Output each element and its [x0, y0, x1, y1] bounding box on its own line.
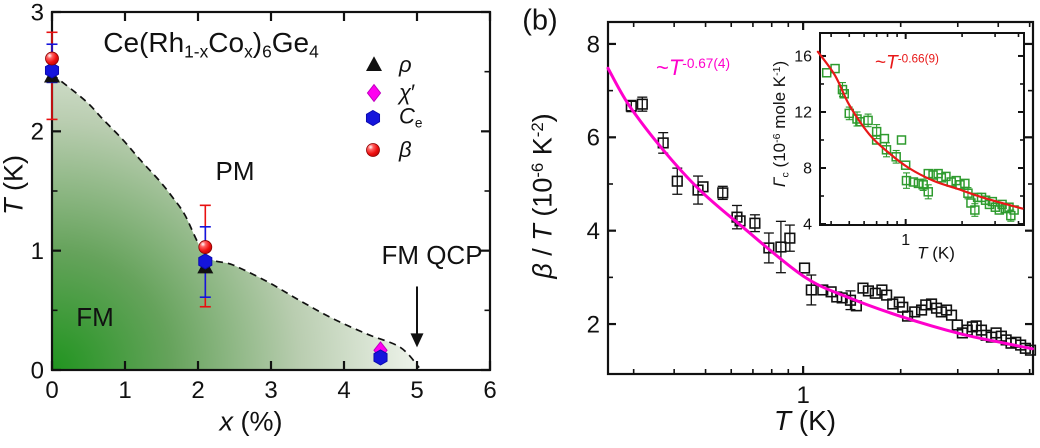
data-point-square — [920, 299, 932, 311]
legend-label-chi: χ′ — [399, 80, 416, 105]
data-point-square — [763, 242, 775, 254]
legend-label-beta: β — [399, 137, 412, 162]
data-point-ball — [198, 240, 213, 254]
x-tick-label: 3 — [264, 377, 277, 404]
data-point-square — [717, 187, 729, 199]
x-tick-label: 1 — [901, 232, 910, 249]
power-law-fit-inset — [816, 50, 1024, 210]
data-point-square — [881, 289, 893, 301]
data-point-ball — [45, 51, 59, 66]
data-point-gsquare — [960, 178, 970, 189]
data-point-square — [636, 98, 648, 110]
y-tick-label: 2 — [587, 311, 600, 338]
panel-b-tag: (b) — [522, 4, 558, 37]
x-tick-label: 2 — [191, 377, 204, 404]
left-panel: 0 1 2 3 4 5 6 0 1 2 3 — [31, 0, 497, 404]
legend-label-rho: ρ — [399, 52, 412, 77]
y-tick-label: 16 — [794, 49, 812, 66]
main-fit-label: ~T-0.67(4) — [655, 55, 731, 80]
data-point-gsquare — [994, 205, 1005, 215]
phase-boundary-dashed — [51, 73, 420, 369]
chart-title: Ce(Rh1-xCox)6Ge4 — [103, 27, 319, 62]
x-tick-label: 0 — [45, 377, 58, 404]
power-law-fit-main — [606, 66, 1034, 351]
x-tick-label: 1 — [796, 382, 809, 409]
left-y-axis-label: T (K) — [0, 155, 29, 215]
data-point-ball — [366, 143, 380, 157]
data-point-square — [775, 241, 787, 253]
data-point-gsquare — [852, 114, 862, 124]
data-point-gsquare — [863, 115, 873, 126]
qcp-arrow-head — [410, 333, 424, 348]
x-tick-label: 6 — [483, 377, 496, 404]
data-point-square — [1024, 344, 1037, 356]
data-point-gsquare — [839, 89, 849, 99]
axes-frame — [819, 32, 1025, 226]
fm-region-label: FM — [76, 302, 114, 332]
data-point-gsquare — [908, 177, 919, 187]
y-tick-label: 4 — [587, 218, 600, 245]
data-point-square — [671, 175, 683, 187]
y-tick-label: 8 — [587, 31, 600, 58]
data-point-gsquare — [900, 160, 911, 170]
inset-background — [820, 33, 1024, 225]
x-tick-label: 4 — [337, 377, 350, 404]
data-point-gsquare — [941, 171, 951, 182]
legend-label-ce: Ce — [399, 103, 423, 131]
y-tick-label: 0 — [31, 357, 44, 384]
data-point-gsquare — [970, 205, 980, 215]
y-tick-label: 3 — [31, 0, 44, 26]
left-x-axis-label: x (%) — [219, 406, 283, 437]
data-point-triangle — [366, 56, 382, 71]
y-tick-label: 2 — [31, 119, 44, 146]
fm-region-fill — [52, 74, 420, 370]
data-point-hexagon — [44, 62, 60, 79]
inset-y-axis-label: Γc (10-6 mole K-1) — [770, 60, 792, 188]
data-point-hexagon — [365, 109, 381, 127]
pm-region-label: PM — [215, 156, 255, 186]
data-point-gsquare — [879, 133, 890, 144]
y-tick-label: 1 — [31, 238, 44, 265]
data-point-gsquare — [881, 145, 892, 155]
data-point-hexagon — [198, 253, 213, 270]
data-point-gsquare — [896, 135, 907, 145]
legend-markers — [365, 56, 382, 157]
data-point-gsquare — [923, 187, 934, 197]
right-panel-inset: 1 4 8 12 16 — [794, 32, 1025, 249]
data-point-square — [869, 287, 881, 299]
data-point-square — [862, 285, 874, 297]
data-point-diamond — [366, 83, 382, 103]
data-point-square — [784, 232, 796, 244]
right-x-axis-label: T (K) — [773, 405, 837, 436]
data-point-square — [945, 309, 958, 321]
y-tick-label: 12 — [794, 105, 812, 122]
x-tick-label: 5 — [410, 377, 423, 404]
fm-qcp-label: FM QCP — [381, 240, 483, 270]
axes-frame — [606, 20, 1035, 376]
x-tick-label: 1 — [118, 377, 131, 404]
data-point-square — [805, 284, 817, 296]
y-tick-label: 6 — [587, 125, 600, 152]
y-tick-label: 8 — [803, 161, 812, 178]
inset-x-axis-label: T (K) — [917, 243, 955, 263]
data-point-hexagon — [373, 349, 388, 366]
data-point-gsquare — [918, 180, 928, 190]
inset-fit-label: ~T-0.66(9) — [875, 52, 939, 74]
data-point-gsquare — [901, 175, 912, 186]
y-tick-label: 4 — [803, 217, 812, 234]
right-y-axis-label: β / T (10-6 K-2) — [527, 113, 558, 279]
data-point-square — [798, 262, 811, 274]
data-point-square — [749, 217, 761, 229]
data-point-square — [909, 306, 921, 318]
